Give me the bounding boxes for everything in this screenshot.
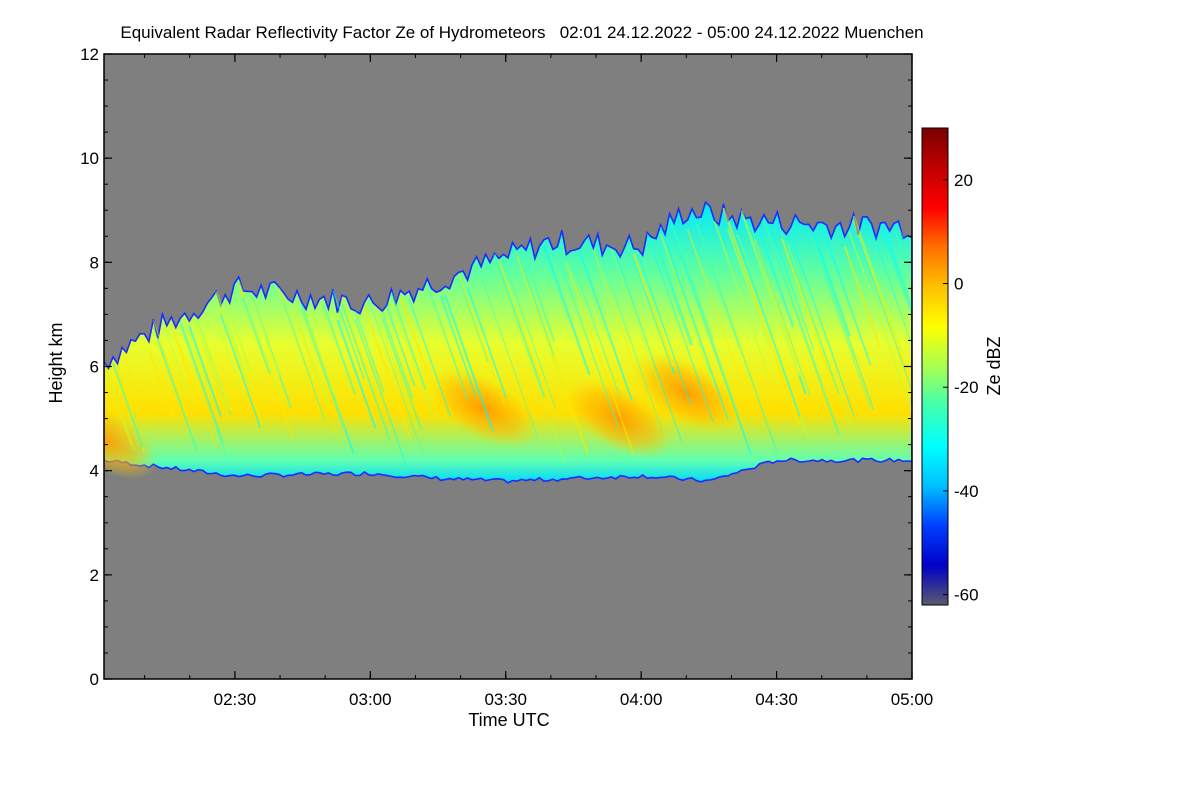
y-tick-label: 6 — [90, 358, 99, 377]
reflectivity-maximum-2 — [564, 378, 673, 459]
colorbar — [921, 127, 949, 606]
colorbar-tick-label: -40 — [954, 482, 979, 501]
colorbar-tick-label: 20 — [954, 171, 973, 190]
y-axis-label: Height km — [46, 322, 66, 403]
colorbar-label: Ze dBZ — [984, 336, 1004, 395]
y-tick-label: 10 — [80, 149, 99, 168]
y-tick-label: 0 — [90, 670, 99, 689]
y-tick-label: 4 — [90, 462, 99, 481]
chart-title: Equivalent Radar Reflectivity Factor Ze … — [120, 23, 923, 42]
reflectivity-maximum-0 — [104, 399, 159, 480]
cloud-edge — [104, 200, 912, 484]
x-tick-label: 03:30 — [484, 690, 527, 709]
reflectivity-field — [104, 200, 912, 484]
x-tick-label: 04:00 — [620, 690, 663, 709]
x-tick-label: 03:00 — [349, 690, 392, 709]
fall-streaks — [104, 207, 912, 467]
x-tick-label: 05:00 — [891, 690, 934, 709]
x-tick-label: 04:30 — [755, 690, 798, 709]
colorbar-tick-label: -20 — [954, 378, 979, 397]
y-tick-label: 8 — [90, 253, 99, 272]
y-tick-label: 2 — [90, 566, 99, 585]
colorbar-axis: 20 0 -20 -40 -60 — [943, 171, 979, 605]
colorbar-tick-label: 0 — [954, 275, 963, 294]
x-tick-label: 02:30 — [214, 690, 257, 709]
x-axis-label: Time UTC — [468, 710, 549, 730]
y-tick-label: 12 — [80, 45, 99, 64]
colorbar-tick-label: -60 — [954, 586, 979, 605]
x-axis: 02:30 03:00 03:30 04:00 04:30 05:00 — [144, 54, 934, 709]
y-axis: 0 2 4 6 8 10 12 — [80, 45, 912, 689]
reflectivity-maximum-1 — [429, 368, 538, 448]
